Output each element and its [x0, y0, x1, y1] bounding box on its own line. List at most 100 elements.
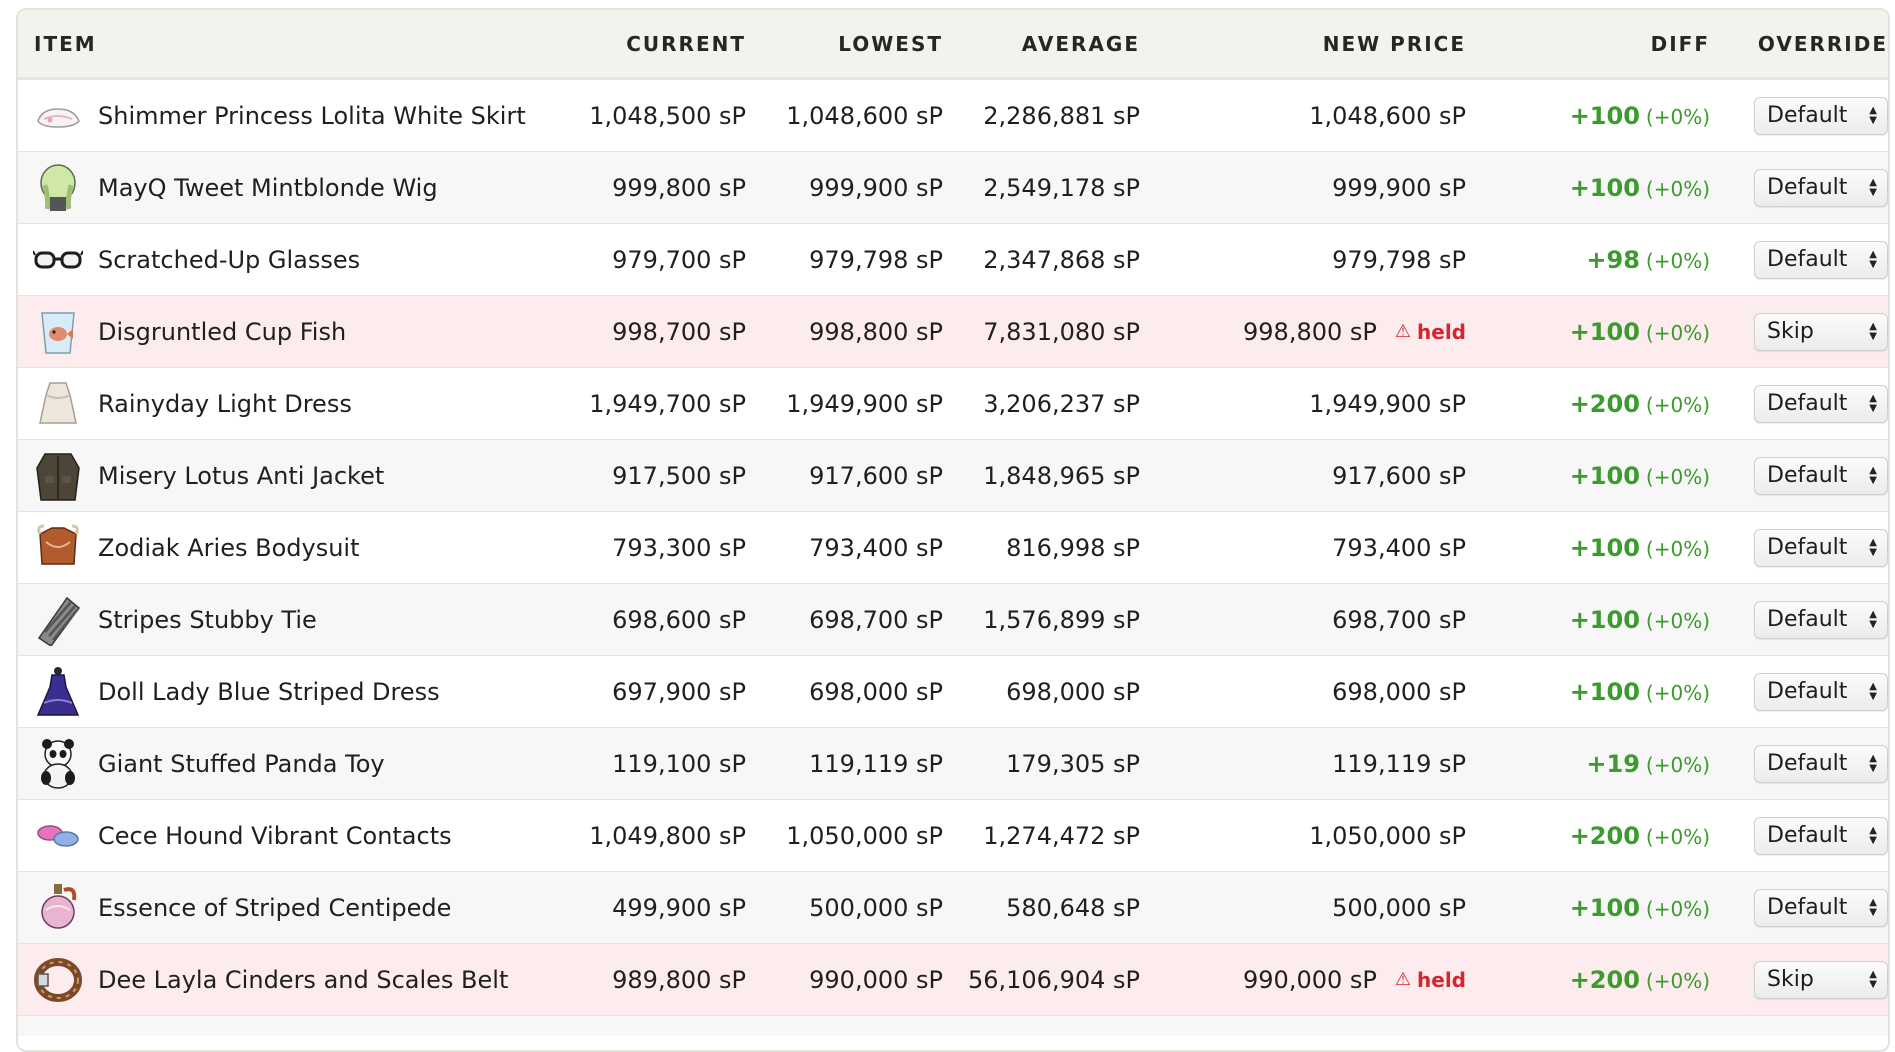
lowest-price: 1,050,000 sP: [786, 821, 943, 850]
diff-cell: +100 (+0%): [1466, 102, 1710, 130]
override-select[interactable]: Default ▲ ▼: [1754, 528, 1888, 567]
new-price-cell: 119,119 sP: [1140, 750, 1466, 778]
new-price: 698,700 sP: [1332, 605, 1466, 634]
new-price-cell: 1,048,600 sP: [1140, 102, 1466, 130]
light-dress-icon: [32, 376, 84, 432]
override-select[interactable]: Default ▲ ▼: [1754, 816, 1888, 855]
lowest-price: 119,119 sP: [809, 749, 943, 778]
diff-cell: +100 (+0%): [1466, 318, 1710, 346]
override-select[interactable]: Default ▲ ▼: [1754, 600, 1888, 639]
new-price: 979,798 sP: [1332, 245, 1466, 274]
item-cell: Rainyday Light Dress: [18, 376, 533, 432]
average-price: 580,648 sP: [1006, 893, 1140, 922]
header-average[interactable]: AVERAGE: [1021, 31, 1140, 56]
item-cell: Scratched-Up Glasses: [18, 232, 533, 288]
table-row: Doll Lady Blue Striped Dress 697,900 sP …: [18, 656, 1888, 728]
override-cell: Default ▲ ▼: [1710, 456, 1888, 495]
select-arrows-icon: ▲ ▼: [1869, 608, 1877, 630]
item-cell: Disgruntled Cup Fish: [18, 304, 533, 360]
new-price-cell: 698,700 sP: [1140, 606, 1466, 634]
override-select[interactable]: Default ▲ ▼: [1754, 744, 1888, 783]
override-select[interactable]: Skip ▲ ▼: [1754, 312, 1888, 351]
diff-percent: (+0%): [1645, 680, 1710, 705]
override-select[interactable]: Default ▲ ▼: [1754, 384, 1888, 423]
diff-percent: (+0%): [1645, 752, 1710, 777]
item-name: Rainyday Light Dress: [98, 389, 352, 418]
override-value: Default: [1767, 175, 1848, 200]
item-cell: Dee Layla Cinders and Scales Belt: [18, 952, 533, 1008]
lowest-price: 979,798 sP: [809, 245, 943, 274]
held-label: held: [1417, 967, 1466, 992]
item-name: Essence of Striped Centipede: [98, 893, 452, 922]
item-cell: Shimmer Princess Lolita White Skirt: [18, 88, 533, 144]
override-value: Default: [1767, 247, 1848, 272]
select-arrows-icon: ▲ ▼: [1869, 320, 1877, 342]
table-body: Shimmer Princess Lolita White Skirt 1,04…: [18, 80, 1888, 1016]
override-value: Default: [1767, 103, 1848, 128]
new-price-cell: 917,600 sP: [1140, 462, 1466, 490]
current-price: 989,800 sP: [612, 965, 746, 994]
diff-percent: (+0%): [1645, 968, 1710, 993]
current-price: 979,700 sP: [612, 245, 746, 274]
header-lowest[interactable]: LOWEST: [838, 31, 943, 56]
override-select[interactable]: Default ▲ ▼: [1754, 456, 1888, 495]
select-arrows-icon: ▲ ▼: [1869, 104, 1877, 126]
override-select[interactable]: Default ▲ ▼: [1754, 168, 1888, 207]
table-row: Shimmer Princess Lolita White Skirt 1,04…: [18, 80, 1888, 152]
lowest-price: 500,000 sP: [809, 893, 943, 922]
override-cell: Default ▲ ▼: [1710, 600, 1888, 639]
header-override[interactable]: OVERRIDE: [1757, 31, 1888, 56]
new-price: 1,048,600 sP: [1309, 101, 1466, 130]
held-label: held: [1417, 319, 1466, 344]
lowest-price: 990,000 sP: [809, 965, 943, 994]
diff-value: +100: [1569, 101, 1640, 130]
current-price: 1,949,700 sP: [589, 389, 746, 418]
lowest-price: 698,000 sP: [809, 677, 943, 706]
new-price-cell: 1,949,900 sP: [1140, 390, 1466, 418]
item-name: Cece Hound Vibrant Contacts: [98, 821, 452, 850]
diff-cell: +200 (+0%): [1466, 390, 1710, 418]
diff-value: +98: [1586, 245, 1640, 274]
item-cell: Doll Lady Blue Striped Dress: [18, 664, 533, 720]
table-row: Scratched-Up Glasses 979,700 sP 979,798 …: [18, 224, 1888, 296]
override-select[interactable]: Skip ▲ ▼: [1754, 960, 1888, 999]
potion-icon: [32, 880, 84, 936]
diff-cell: +200 (+0%): [1466, 966, 1710, 994]
header-item[interactable]: ITEM: [34, 31, 97, 56]
override-value: Default: [1767, 679, 1848, 704]
override-select[interactable]: Default ▲ ▼: [1754, 888, 1888, 927]
current-price: 998,700 sP: [612, 317, 746, 346]
header-diff[interactable]: DIFF: [1650, 31, 1710, 56]
diff-percent: (+0%): [1645, 536, 1710, 561]
table-row: Misery Lotus Anti Jacket 917,500 sP 917,…: [18, 440, 1888, 512]
select-arrows-icon: ▲ ▼: [1869, 248, 1877, 270]
override-cell: Default ▲ ▼: [1710, 888, 1888, 927]
item-cell: Zodiak Aries Bodysuit: [18, 520, 533, 576]
panda-toy-icon: [32, 736, 84, 792]
diff-percent: (+0%): [1645, 824, 1710, 849]
diff-percent: (+0%): [1645, 608, 1710, 633]
override-select[interactable]: Default ▲ ▼: [1754, 240, 1888, 279]
override-select[interactable]: Default ▲ ▼: [1754, 96, 1888, 135]
current-price: 698,600 sP: [612, 605, 746, 634]
current-price: 119,100 sP: [612, 749, 746, 778]
diff-cell: +200 (+0%): [1466, 822, 1710, 850]
lowest-price: 999,900 sP: [809, 173, 943, 202]
override-select[interactable]: Default ▲ ▼: [1754, 672, 1888, 711]
diff-value: +100: [1569, 317, 1640, 346]
item-name: Disgruntled Cup Fish: [98, 317, 347, 346]
new-price-cell: 698,000 sP: [1140, 678, 1466, 706]
override-value: Skip: [1767, 967, 1814, 992]
item-name: Giant Stuffed Panda Toy: [98, 749, 385, 778]
diff-percent: (+0%): [1645, 392, 1710, 417]
header-new-price[interactable]: NEW PRICE: [1322, 31, 1466, 56]
item-cell: Cece Hound Vibrant Contacts: [18, 808, 533, 864]
diff-percent: (+0%): [1645, 248, 1710, 273]
override-value: Default: [1767, 463, 1848, 488]
override-cell: Default ▲ ▼: [1710, 384, 1888, 423]
diff-percent: (+0%): [1645, 176, 1710, 201]
current-price: 499,900 sP: [612, 893, 746, 922]
select-arrows-icon: ▲ ▼: [1869, 176, 1877, 198]
header-current[interactable]: CURRENT: [626, 31, 746, 56]
override-value: Default: [1767, 823, 1848, 848]
